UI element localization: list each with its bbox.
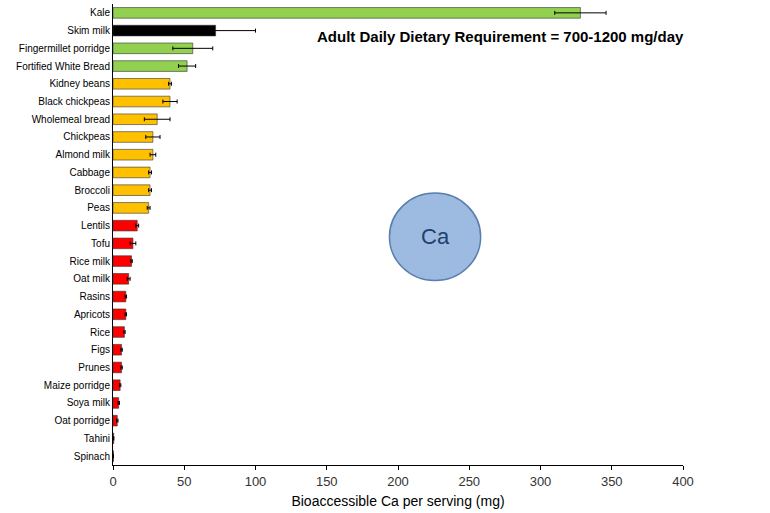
- svg-text:150: 150: [316, 474, 338, 489]
- svg-text:Rasins: Rasins: [79, 291, 110, 302]
- svg-text:0: 0: [109, 474, 116, 489]
- svg-text:100: 100: [245, 474, 267, 489]
- svg-text:Spinach: Spinach: [74, 451, 110, 462]
- svg-text:Figs: Figs: [91, 344, 110, 355]
- svg-text:Adult Daily Dietary Requiremen: Adult Daily Dietary Requirement = 700-12…: [317, 28, 684, 45]
- svg-text:200: 200: [387, 474, 409, 489]
- svg-text:250: 250: [458, 474, 480, 489]
- svg-text:Cabbage: Cabbage: [69, 167, 110, 178]
- svg-text:Black chickpeas: Black chickpeas: [38, 96, 110, 107]
- svg-text:Wholemeal bread: Wholemeal bread: [32, 114, 110, 125]
- svg-text:400: 400: [672, 474, 694, 489]
- svg-text:Peas: Peas: [87, 202, 110, 213]
- svg-text:Fortified White Bread: Fortified White Bread: [16, 61, 110, 72]
- svg-text:Rice milk: Rice milk: [69, 256, 111, 267]
- svg-text:Rice: Rice: [90, 327, 110, 338]
- svg-text:Oat milk: Oat milk: [73, 273, 111, 284]
- svg-text:Tofu: Tofu: [91, 238, 110, 249]
- svg-text:Apricots: Apricots: [74, 309, 110, 320]
- svg-text:Soya milk: Soya milk: [67, 397, 111, 408]
- svg-text:Prunes: Prunes: [78, 362, 110, 373]
- svg-text:Kidney beans: Kidney beans: [49, 78, 110, 89]
- svg-text:300: 300: [530, 474, 552, 489]
- svg-text:Chickpeas: Chickpeas: [63, 131, 110, 142]
- svg-text:Broccoli: Broccoli: [74, 185, 110, 196]
- svg-text:Oat porridge: Oat porridge: [54, 415, 110, 426]
- svg-text:Fingermillet porridge: Fingermillet porridge: [19, 43, 111, 54]
- svg-text:Lentils: Lentils: [81, 220, 110, 231]
- svg-text:Ca: Ca: [421, 224, 450, 249]
- svg-text:Bioaccessible Ca per serving (: Bioaccessible Ca per serving (mg): [291, 493, 504, 509]
- svg-text:Almond milk: Almond milk: [56, 149, 111, 160]
- svg-text:Kale: Kale: [90, 7, 110, 18]
- svg-text:50: 50: [177, 474, 191, 489]
- svg-text:Maize porridge: Maize porridge: [44, 380, 111, 391]
- svg-text:Tahini: Tahini: [84, 433, 110, 444]
- svg-text:350: 350: [601, 474, 623, 489]
- svg-text:Skim milk: Skim milk: [67, 25, 111, 36]
